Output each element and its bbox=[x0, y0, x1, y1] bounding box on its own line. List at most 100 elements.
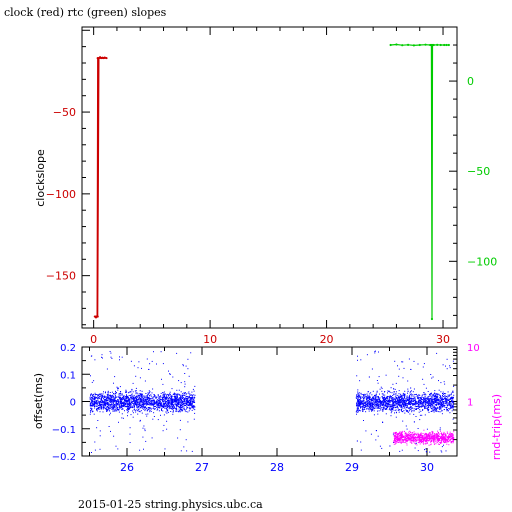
roundtrip-point bbox=[418, 436, 420, 438]
offset-point bbox=[135, 391, 137, 393]
offset-point bbox=[147, 402, 149, 404]
offset-point bbox=[373, 410, 375, 412]
offset-point bbox=[373, 414, 375, 416]
offset-point bbox=[159, 403, 161, 405]
roundtrip-point bbox=[405, 438, 407, 440]
offset-point bbox=[160, 402, 162, 404]
roundtrip-point bbox=[409, 441, 411, 443]
offset-point bbox=[190, 407, 192, 409]
offset-point bbox=[372, 396, 374, 398]
bottom-ylabel: offset(ms) bbox=[32, 373, 45, 429]
offset-point bbox=[364, 401, 365, 403]
offset-point bbox=[392, 406, 394, 408]
offset-point bbox=[393, 398, 395, 400]
offset-point bbox=[181, 401, 183, 403]
offset-point bbox=[122, 401, 124, 403]
offset-point bbox=[188, 391, 190, 393]
offset-point bbox=[395, 399, 397, 401]
offset-point bbox=[361, 403, 363, 405]
offset-point bbox=[431, 409, 433, 411]
roundtrip-point bbox=[396, 434, 398, 436]
offset-point bbox=[161, 396, 163, 398]
offset-point bbox=[402, 401, 404, 403]
roundtrip-point bbox=[447, 440, 449, 442]
roundtrip-point bbox=[419, 438, 421, 440]
offset-point bbox=[419, 394, 421, 396]
offset-point bbox=[435, 407, 437, 409]
y-tick-label-left: −50 bbox=[53, 106, 76, 119]
offset-point bbox=[360, 401, 362, 403]
roundtrip-point bbox=[398, 436, 400, 438]
offset-point bbox=[126, 409, 128, 411]
offset-point bbox=[179, 400, 181, 402]
offset-point bbox=[185, 393, 187, 395]
offset-point bbox=[152, 397, 154, 399]
offset-point bbox=[113, 404, 115, 406]
roundtrip-point bbox=[404, 434, 406, 436]
offset-point bbox=[372, 390, 374, 392]
offset-point bbox=[154, 396, 156, 398]
offset-point bbox=[450, 397, 452, 399]
offset-point bbox=[128, 403, 130, 405]
offset-point bbox=[106, 402, 108, 404]
offset-point bbox=[446, 401, 447, 403]
offset-point bbox=[413, 401, 415, 402]
offset-point bbox=[103, 404, 105, 406]
offset-point bbox=[452, 406, 454, 408]
roundtrip-point bbox=[435, 437, 437, 439]
offset-point bbox=[142, 396, 144, 398]
offset-point bbox=[368, 405, 370, 407]
offset-point bbox=[108, 397, 110, 399]
offset-point bbox=[412, 394, 414, 396]
offset-point bbox=[138, 403, 140, 404]
offset-point bbox=[107, 408, 109, 410]
offset-point bbox=[156, 396, 158, 398]
roundtrip-point bbox=[452, 440, 454, 442]
offset-point bbox=[434, 395, 436, 397]
offset-point bbox=[93, 398, 95, 400]
offset-point bbox=[398, 368, 400, 370]
offset-point bbox=[138, 406, 140, 408]
offset-point bbox=[399, 396, 401, 398]
offset-point bbox=[108, 404, 110, 406]
offset-point bbox=[146, 401, 148, 403]
offset-point bbox=[103, 400, 105, 402]
offset-point bbox=[445, 365, 446, 367]
offset-point bbox=[109, 408, 111, 410]
offset-point bbox=[145, 406, 147, 408]
offset-point bbox=[193, 394, 195, 396]
offset-point bbox=[149, 399, 151, 401]
offset-point bbox=[385, 401, 387, 403]
offset-point bbox=[160, 399, 162, 401]
offset-point bbox=[409, 395, 411, 397]
offset-point bbox=[390, 405, 392, 407]
offset-point bbox=[451, 400, 453, 402]
offset-point bbox=[90, 395, 92, 397]
offset-point bbox=[441, 410, 443, 412]
offset-point bbox=[381, 390, 383, 392]
offset-point bbox=[440, 391, 442, 393]
offset-point bbox=[375, 399, 377, 401]
offset-point bbox=[381, 403, 383, 405]
offset-point bbox=[434, 390, 436, 392]
offset-point bbox=[123, 398, 125, 400]
offset-point bbox=[162, 363, 164, 365]
offset-point bbox=[424, 407, 426, 409]
roundtrip-point bbox=[443, 433, 445, 434]
roundtrip-point bbox=[430, 440, 432, 442]
offset-point bbox=[360, 404, 361, 406]
offset-point bbox=[379, 400, 381, 401]
offset-point bbox=[423, 401, 425, 402]
roundtrip-point bbox=[422, 438, 424, 440]
offset-point bbox=[128, 408, 130, 410]
offset-point bbox=[107, 406, 108, 407]
roundtrip-point bbox=[395, 436, 397, 437]
offset-point bbox=[357, 359, 358, 361]
offset-point bbox=[377, 396, 379, 397]
offset-point bbox=[376, 405, 378, 407]
offset-point bbox=[110, 407, 111, 409]
roundtrip-point bbox=[448, 436, 450, 438]
offset-point bbox=[452, 360, 454, 362]
offset-point bbox=[447, 398, 449, 400]
offset-point bbox=[440, 450, 442, 452]
